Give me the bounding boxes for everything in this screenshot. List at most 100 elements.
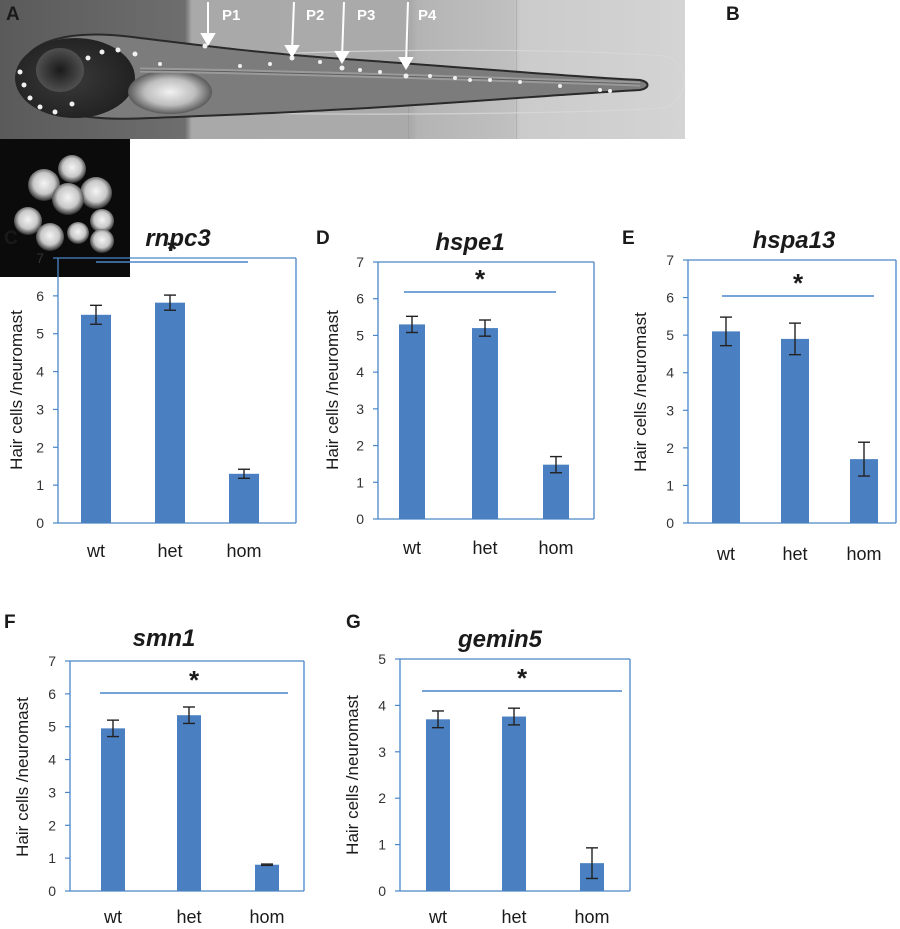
y-tick-label: 6 [666,290,674,306]
y-tick-label: 4 [666,365,674,381]
y-tick-label: 1 [36,477,44,493]
hair-cell-cluster [0,139,130,277]
category-label-hom: hom [846,544,881,564]
category-label-het: het [782,544,807,564]
category-label-wt: wt [402,538,421,558]
bar-het [472,328,498,519]
y-tick-label: 0 [36,515,44,531]
arrow-label-p1: P1 [222,7,240,24]
chart-rnpc3: rnpc3 0 1 2 3 4 5 6 7 Hair cells /neuromast wt het h… [7,225,297,561]
chart-title: gemin5 [457,626,543,653]
bar-het [502,716,526,891]
y-tick-label: 0 [356,511,364,527]
y-tick-label: 0 [378,883,386,899]
y-tick-label: 7 [48,653,56,669]
bar-het [177,715,201,891]
y-tick-label: 3 [666,402,674,418]
y-tick-label: 5 [356,327,364,343]
bar-wt [81,314,111,523]
category-label-wt: wt [428,907,447,927]
arrow-labels: P1 P2 P3 P4 [222,7,437,24]
category-label-wt: wt [86,541,105,561]
category-label-wt: wt [716,544,735,564]
y-tick-label: 0 [666,515,674,531]
arrow-label-p4: P4 [418,7,437,24]
category-label-hom: hom [574,907,609,927]
y-tick-label: 4 [378,697,386,713]
panel-letter-a: A [6,4,20,25]
category-label-hom: hom [249,907,284,927]
chart-title: rnpc3 [145,225,211,252]
chart-hspe1: hspe1 0 1 2 3 4 5 6 7 Hair cells /neuromast wt het h… [323,229,595,558]
y-tick-label: 3 [48,784,56,800]
y-tick-label: 1 [48,850,56,866]
panel-letter-b: B [726,4,740,25]
category-label-het: het [472,538,497,558]
y-tick-label: 6 [48,686,56,702]
y-tick-label: 5 [48,719,56,735]
y-tick-label: 5 [36,326,44,342]
y-tick-label: 5 [666,327,674,343]
chart-smn1: smn1 0 1 2 3 4 5 6 7 Hair cells /neuromast wt het ho… [13,625,305,927]
arrow-label-p3: P3 [357,7,375,24]
y-tick-label: 2 [356,438,364,454]
y-axis-label: Hair cells /neuromast [7,310,26,470]
y-tick-label: 7 [356,254,364,270]
category-label-het: het [176,907,201,927]
y-axis-label: Hair cells /neuromast [13,697,32,857]
y-tick-label: 4 [356,364,364,380]
panel-letter-f: F [4,612,16,633]
y-tick-label: 2 [378,790,386,806]
y-tick-label: 1 [378,837,386,853]
panel-letter-e: E [622,228,635,249]
y-tick-label: 2 [48,817,56,833]
significance-asterisk: * [517,663,528,693]
chart-gemin5: gemin5 0 1 2 3 4 5 Hair cells /neuromast wt het ho… [343,626,631,927]
neuromast-image [0,139,130,277]
category-label-hom: hom [226,541,261,561]
panel-letter-d: D [316,228,330,249]
y-tick-label: 0 [48,883,56,899]
y-tick-label: 6 [36,288,44,304]
significance-asterisk: * [189,665,200,695]
y-tick-label: 7 [36,250,44,266]
significance-asterisk: * [167,234,178,264]
larva-image [0,0,685,139]
y-tick-label: 6 [356,291,364,307]
y-axis-label: Hair cells /neuromast [323,310,342,470]
y-tick-label: 4 [48,752,56,768]
significance-asterisk: * [475,264,486,294]
bar-het [155,302,185,523]
y-axis-label: Hair cells /neuromast [343,695,362,855]
chart-hspa13: hspa13 0 1 2 3 4 5 6 7 Hair cells /neuromast wt het… [631,227,897,564]
category-label-het: het [501,907,526,927]
category-label-het: het [157,541,182,561]
bar-wt [426,719,450,891]
y-tick-label: 1 [666,477,674,493]
bar-het [781,338,809,523]
bar-wt [101,728,125,891]
chart-title: hspa13 [753,227,836,254]
chart-title: hspe1 [435,229,504,256]
y-tick-label: 5 [378,651,386,667]
bar-wt [712,331,740,523]
bar-wt [399,324,425,519]
bar-hom [255,864,279,891]
y-tick-label: 7 [666,252,674,268]
panel-letter-g: G [346,612,361,633]
category-label-wt: wt [103,907,122,927]
arrow-label-p2: P2 [306,7,324,24]
category-label-hom: hom [538,538,573,558]
y-tick-label: 2 [36,439,44,455]
y-tick-label: 3 [378,744,386,760]
y-tick-label: 2 [666,440,674,456]
bar-hom [229,473,259,523]
y-tick-label: 4 [36,364,44,380]
y-tick-label: 1 [356,474,364,490]
significance-asterisk: * [793,268,804,298]
panel-letter-c: C [4,228,18,249]
y-axis-label: Hair cells /neuromast [631,312,650,472]
y-tick-label: 3 [36,401,44,417]
larva-micrograph [0,0,685,139]
y-tick-label: 3 [356,401,364,417]
